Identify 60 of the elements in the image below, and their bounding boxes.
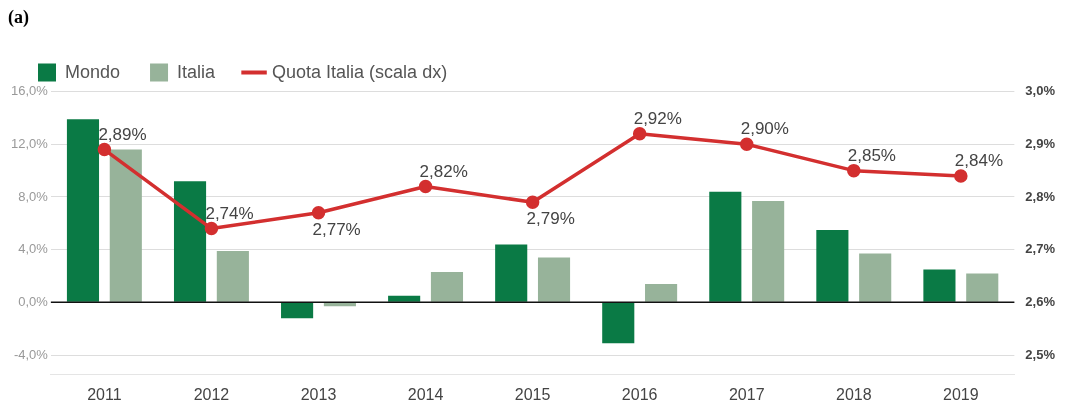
x-tick-label: 2011 [87, 385, 122, 403]
y-tick-label: 16,0% [10, 83, 49, 99]
y-tick-label: 8,0% [18, 188, 49, 204]
data-label: 2,77% [312, 219, 361, 239]
point [739, 137, 754, 152]
point [954, 169, 968, 183]
y2-tick-label: 2,9% [1025, 135, 1056, 151]
x-tick-label: 2015 [514, 385, 551, 403]
bar [645, 283, 678, 302]
y-tick-label: -4,0% [13, 346, 49, 362]
x-tick-label: 2017 [728, 385, 765, 403]
bar [537, 257, 571, 302]
y-tick-label: 12,0% [10, 135, 49, 151]
chart-title: (a) [8, 7, 29, 29]
y-tick-label: 0,0% [18, 293, 49, 309]
x-tick-label: 2019 [943, 385, 979, 403]
y2-tick-label: 3,0% [1025, 83, 1056, 99]
data-label: 2,92% [633, 108, 682, 128]
y2-tick-label: 2,5% [1025, 346, 1056, 362]
point [418, 179, 433, 194]
data-label: 2,79% [526, 209, 575, 229]
bar [281, 302, 314, 319]
bar [66, 119, 100, 302]
data-label: 2,74% [205, 203, 254, 223]
bar [816, 229, 849, 302]
data-label: 2,82% [419, 161, 468, 181]
legend-label: Quota Italia (scala dx) [272, 61, 448, 82]
bar [430, 272, 464, 302]
bar [173, 181, 207, 302]
legend-label: Mondo [65, 61, 121, 82]
bar [388, 295, 421, 302]
bar [602, 302, 635, 344]
bar [109, 149, 142, 302]
data-label: 2,90% [740, 119, 789, 139]
point [204, 221, 219, 236]
point [311, 206, 326, 220]
bar [859, 253, 892, 302]
y2-tick-label: 2,7% [1025, 241, 1056, 257]
bar [923, 269, 956, 302]
x-tick-label: 2012 [193, 385, 230, 403]
bar [709, 191, 742, 302]
data-label: 2,84% [954, 151, 1004, 171]
point [847, 163, 861, 178]
bar [216, 250, 249, 302]
point [525, 195, 540, 209]
x-tick-label: 2013 [300, 385, 337, 403]
bar [495, 244, 528, 302]
x-tick-label: 2018 [835, 385, 872, 403]
y2-tick-label: 2,6% [1025, 293, 1056, 309]
data-label: 2,89% [98, 124, 147, 144]
y2-tick-label: 2,8% [1025, 188, 1056, 204]
point [632, 127, 647, 141]
data-label: 2,85% [847, 145, 896, 165]
point [97, 142, 112, 157]
x-tick-label: 2014 [407, 385, 444, 403]
y-tick-label: 4,0% [18, 241, 49, 257]
x-tick-label: 2016 [621, 385, 658, 403]
legend-label: Italia [177, 61, 217, 82]
bar [752, 200, 785, 302]
bar [966, 273, 999, 302]
